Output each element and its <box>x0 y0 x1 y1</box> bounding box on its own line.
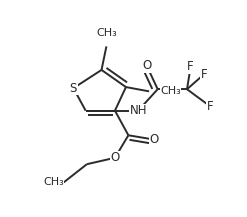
Text: O: O <box>142 59 151 72</box>
Text: F: F <box>187 60 194 73</box>
Text: O: O <box>110 151 120 164</box>
Text: S: S <box>70 82 77 95</box>
Text: O: O <box>149 133 159 146</box>
Text: CH₃: CH₃ <box>160 86 181 96</box>
Text: F: F <box>207 100 213 113</box>
Text: CH₃: CH₃ <box>96 28 117 38</box>
Text: F: F <box>201 68 207 81</box>
Text: CH₃: CH₃ <box>43 178 64 187</box>
Text: NH: NH <box>129 104 147 117</box>
